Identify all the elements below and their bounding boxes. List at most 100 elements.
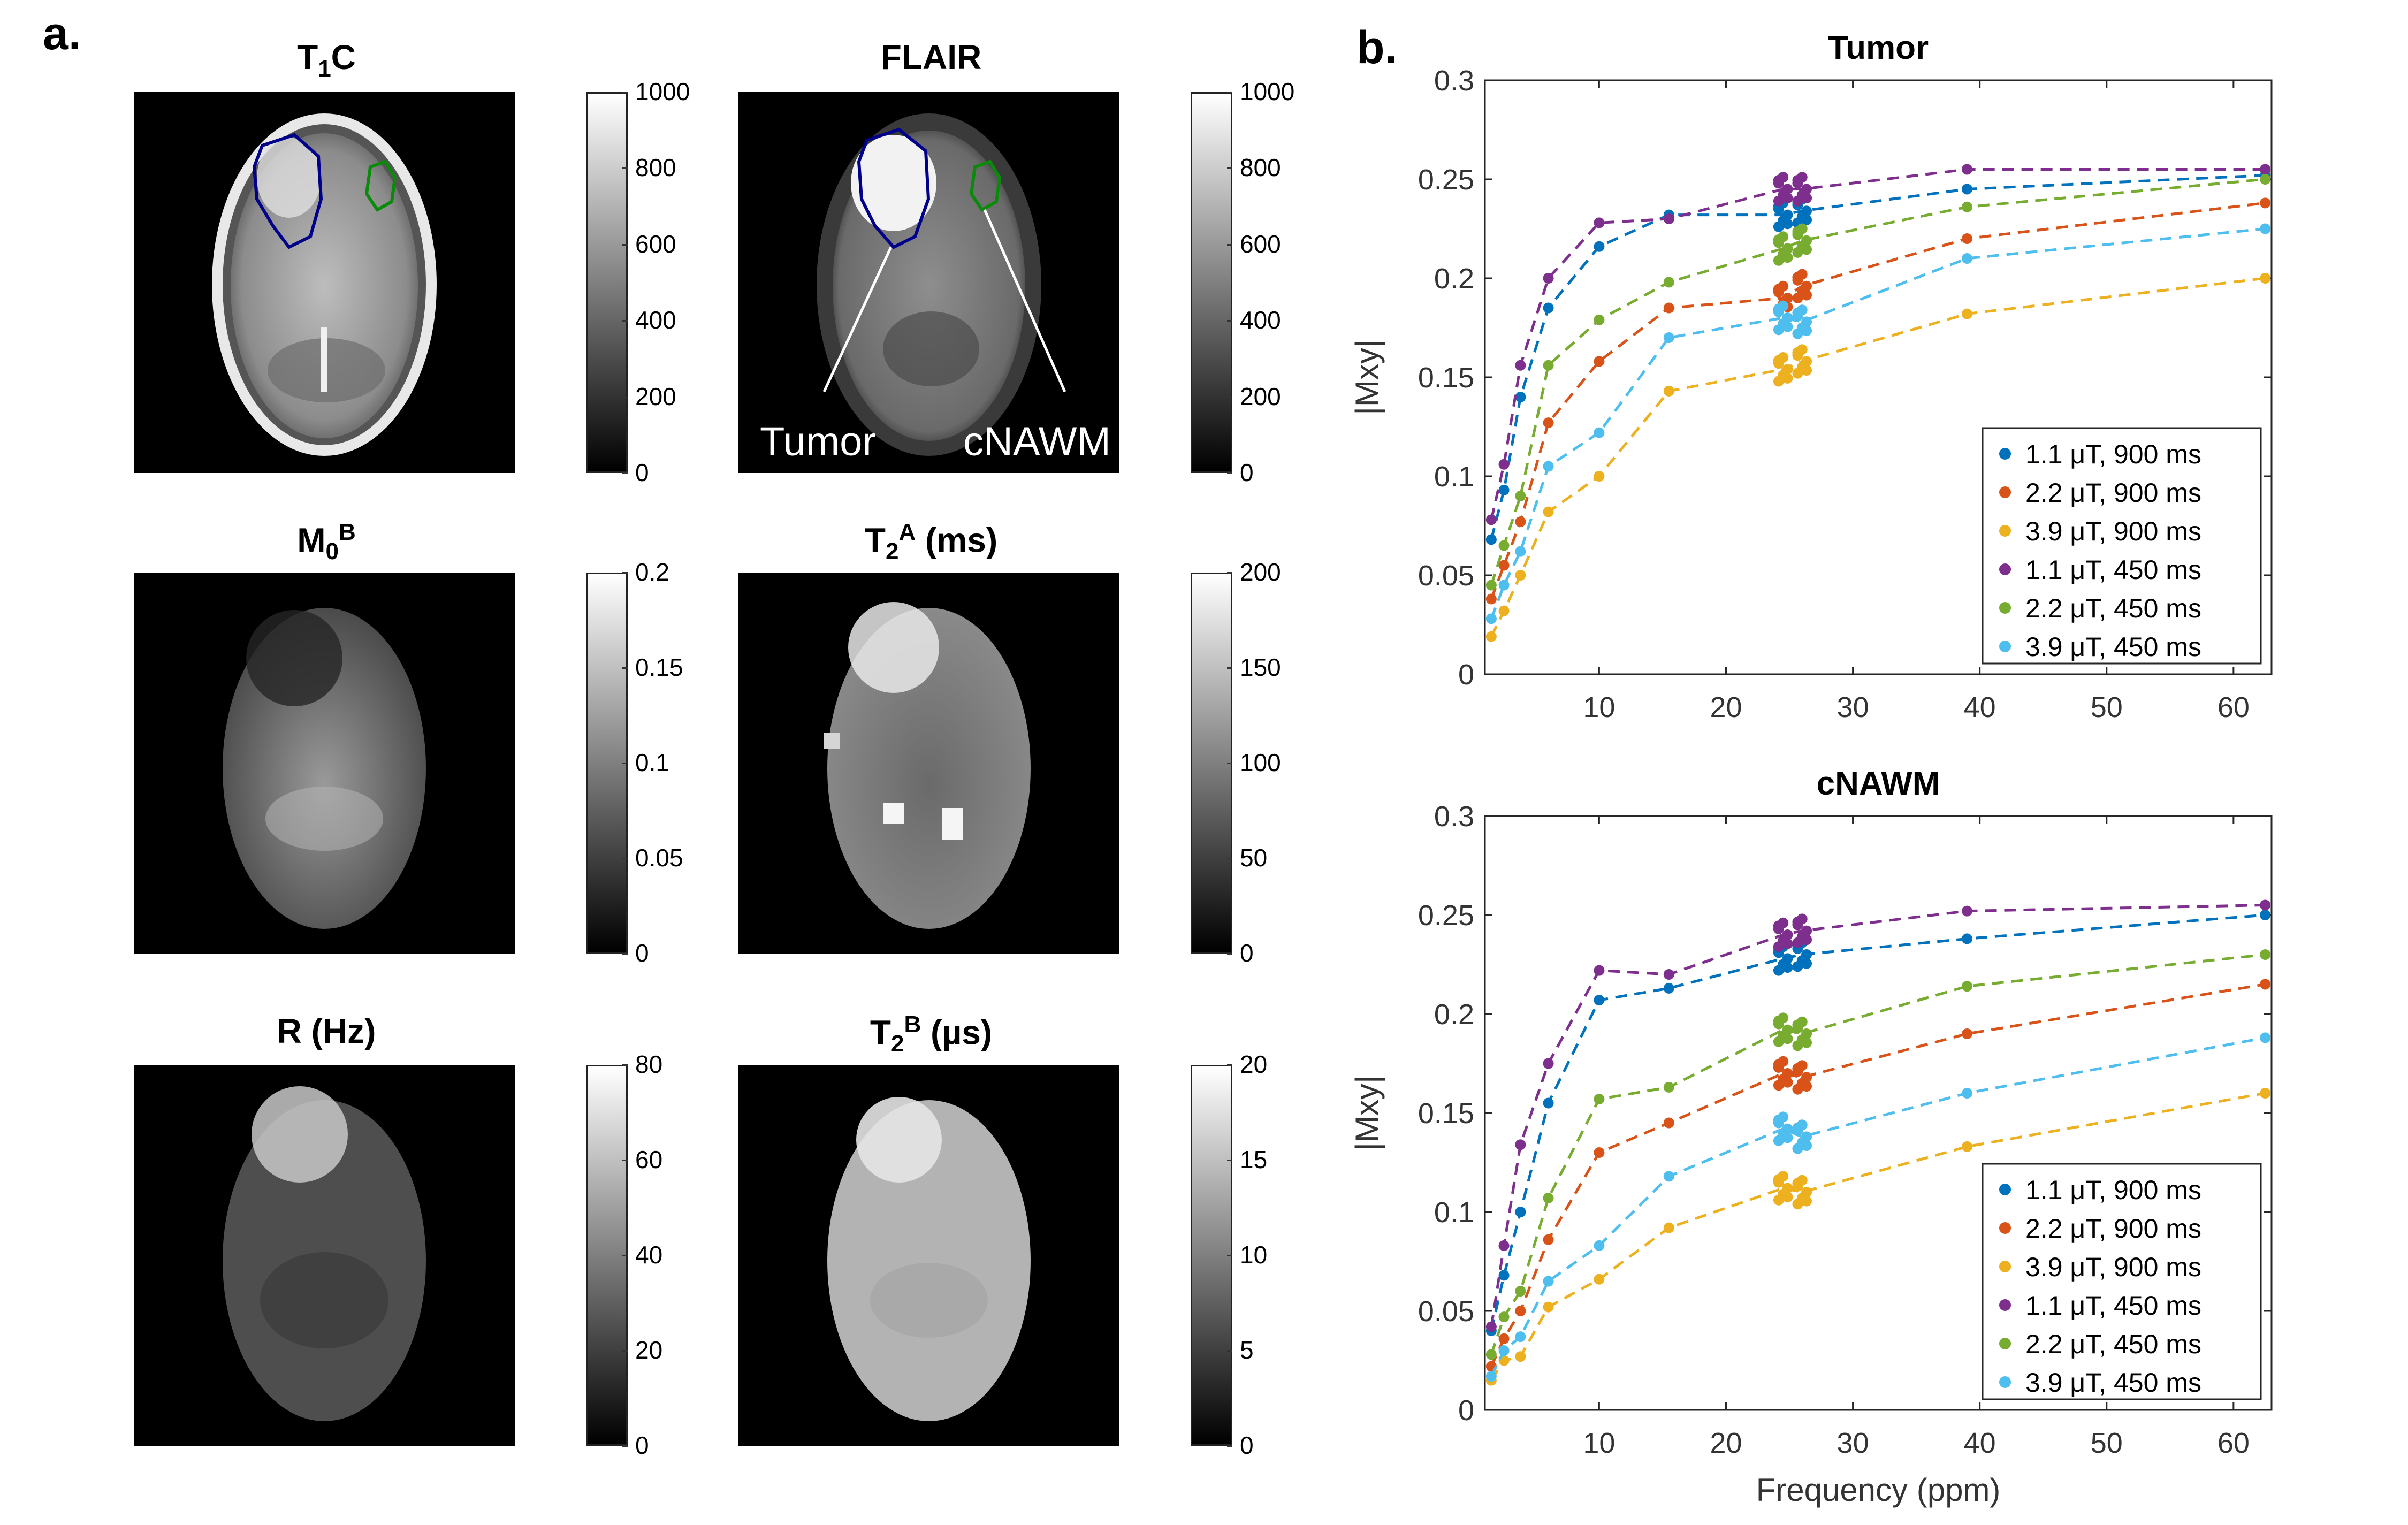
data-point (1543, 302, 1554, 314)
data-point (1782, 184, 1793, 195)
y-axis-label: |Mxy| (1349, 339, 1385, 415)
data-point (1543, 360, 1554, 371)
data-point (1543, 1097, 1554, 1109)
legend-entry: 1.1 μT, 900 ms (2025, 1175, 2201, 1205)
data-point (2260, 1088, 2271, 1099)
colorbar-tick-label: 20 (635, 1336, 663, 1364)
data-point (1663, 1081, 1674, 1093)
legend-entry: 1.1 μT, 450 ms (2025, 555, 2201, 585)
colorbar-tick-label: 15 (1240, 1146, 1268, 1173)
fit-curve-line (1490, 227, 2266, 620)
data-point (1594, 356, 1605, 367)
data-point (1961, 1141, 1972, 1152)
colorbar-tick-label: 100 (1240, 749, 1281, 776)
data-point (1792, 916, 1803, 927)
data-point (1515, 1139, 1526, 1150)
data-point (1801, 193, 1812, 204)
x-tick-label: 20 (1710, 1427, 1742, 1459)
data-point (1498, 1333, 1510, 1344)
data-point (1498, 540, 1510, 551)
colorbar-tick-mark (622, 1255, 628, 1256)
data-point (1515, 1306, 1526, 1316)
colorbar-tick-mark (622, 572, 628, 574)
y-tick-label: 0.2 (1434, 263, 1474, 295)
data-point (1498, 560, 1510, 571)
x-tick-label: 30 (1837, 1427, 1869, 1459)
colorbar-tick-mark (1227, 320, 1232, 322)
data-point (1594, 1274, 1605, 1285)
chart-title: Tumor (1828, 29, 1929, 66)
colorbar-tick-mark (1227, 953, 1232, 955)
colorbar-tick-mark (1227, 92, 1232, 93)
data-point (1782, 929, 1793, 940)
legend-entry: 2.2 μT, 900 ms (2025, 478, 2201, 508)
data-point (1801, 289, 1812, 301)
data-point (1515, 1331, 1526, 1343)
y-tick-label: 0.1 (1434, 461, 1474, 493)
data-point (1663, 969, 1674, 980)
data-point (1594, 217, 1605, 228)
legend-entry: 3.9 μT, 450 ms (2025, 632, 2201, 662)
data-point (1515, 1351, 1526, 1362)
x-tick-label: 60 (2218, 1427, 2250, 1459)
colorbar-tick-mark (1227, 1064, 1232, 1066)
colorbar-tick-mark (622, 953, 628, 955)
y-tick-label: 0.15 (1418, 362, 1474, 394)
data-point (1663, 277, 1674, 288)
data-point (1773, 284, 1784, 295)
colorbar-tick-label: 800 (1240, 154, 1281, 182)
colorbar-tick-mark (622, 472, 628, 474)
flair-tumor-roi (857, 127, 931, 249)
data-point (1515, 1286, 1526, 1297)
legend-marker (1999, 602, 2011, 614)
data-point (2260, 273, 2271, 284)
data-point (1594, 241, 1605, 252)
data-point (1782, 1024, 1793, 1035)
data-point (1961, 905, 1972, 917)
flair-cnawm-roi (969, 159, 1002, 212)
data-point (1792, 1122, 1803, 1133)
data-point (1961, 1088, 1972, 1099)
data-point (1801, 214, 1812, 225)
colorbar-tick-label: 1000 (1240, 78, 1295, 105)
colorbar-tick-label: 200 (635, 382, 676, 410)
colorbar-tick-label: 20 (1240, 1050, 1268, 1078)
data-point (1663, 1171, 1674, 1182)
data-point (1782, 218, 1793, 230)
colorbar-tick-label: 0 (1240, 459, 1254, 486)
fit-curve-line (1490, 277, 2266, 637)
data-point (1485, 1371, 1497, 1382)
data-point (1485, 580, 1497, 591)
data-point (1543, 1276, 1554, 1287)
data-point (1594, 995, 1605, 1006)
image-title-t1c: T1C (297, 38, 356, 82)
data-point (1801, 1072, 1812, 1083)
data-point (1801, 1028, 1812, 1039)
cnawm-annotation: cNAWM (963, 419, 1111, 464)
colorbar-tick-mark (1227, 762, 1232, 764)
data-point (2260, 899, 2271, 911)
fit-curve-line (1490, 953, 2266, 1355)
data-point (1773, 920, 1784, 932)
data-point (1498, 484, 1510, 495)
data-point (1485, 534, 1497, 545)
data-point (1663, 214, 1674, 224)
legend-marker (1999, 1222, 2011, 1234)
data-point (1543, 1301, 1554, 1313)
fit-curve-line (1490, 904, 2266, 1327)
data-point (1782, 1183, 1793, 1194)
data-point (1594, 427, 1605, 438)
legend-box (1982, 427, 2262, 665)
data-point (1498, 1240, 1510, 1251)
data-point (1773, 174, 1784, 186)
data-point (1498, 580, 1510, 591)
y-tick-label: 0.25 (1418, 164, 1474, 196)
data-point (2260, 979, 2271, 990)
data-point (1961, 253, 1972, 264)
data-point (1792, 226, 1803, 238)
data-point (1663, 982, 1674, 994)
colorbar-tick-label: 150 (1240, 653, 1281, 681)
data-point (1498, 1345, 1510, 1356)
data-point (1515, 392, 1526, 402)
data-point (1961, 201, 1972, 212)
